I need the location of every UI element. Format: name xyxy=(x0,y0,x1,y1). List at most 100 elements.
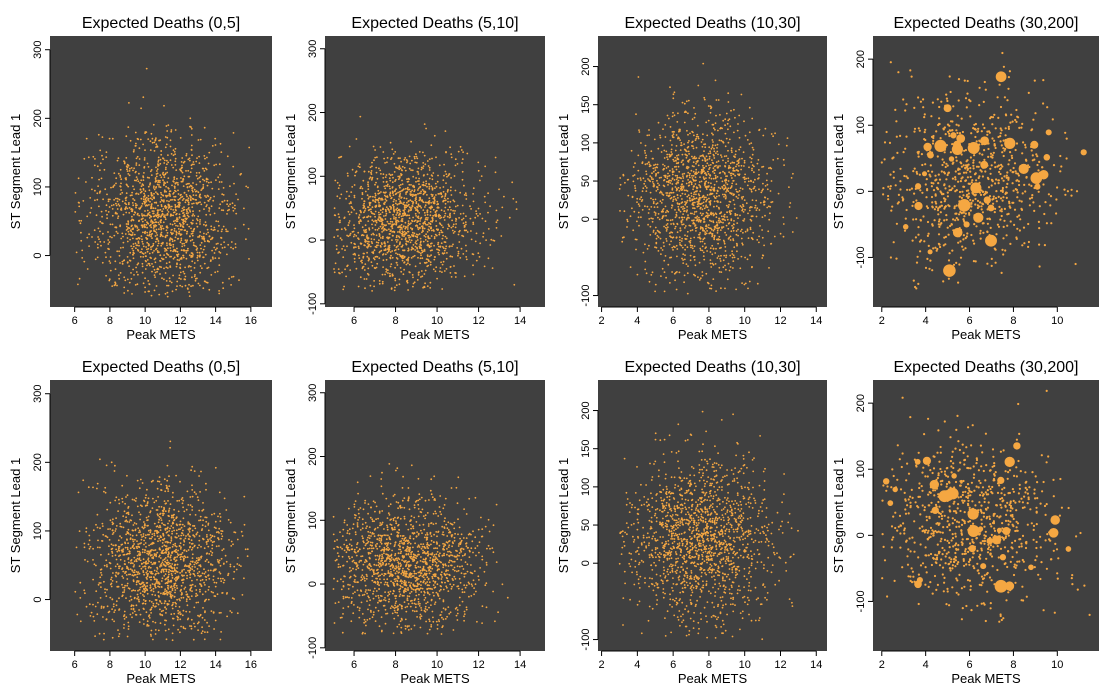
data-point xyxy=(664,255,667,257)
data-point xyxy=(761,257,764,259)
data-point xyxy=(693,107,695,109)
data-point xyxy=(185,241,188,244)
data-point xyxy=(397,245,399,247)
data-point xyxy=(749,206,752,208)
data-point xyxy=(740,164,743,167)
data-point xyxy=(694,216,697,219)
data-point xyxy=(783,164,785,167)
data-point xyxy=(429,249,432,252)
data-point xyxy=(428,246,431,249)
data-point xyxy=(706,230,708,232)
data-point xyxy=(117,215,120,218)
data-point xyxy=(939,137,942,140)
data-point xyxy=(172,274,175,277)
data-point xyxy=(735,165,737,168)
data-point xyxy=(671,246,674,249)
data-point xyxy=(702,62,705,65)
data-point xyxy=(426,218,429,221)
data-point xyxy=(174,147,177,150)
data-point xyxy=(374,201,377,204)
data-point xyxy=(424,236,427,238)
data-point xyxy=(663,259,666,262)
data-point xyxy=(162,258,165,260)
data-point xyxy=(88,233,90,236)
data-point xyxy=(788,186,790,189)
data-point xyxy=(401,218,403,221)
data-point xyxy=(405,240,408,243)
data-point xyxy=(167,177,170,180)
data-point xyxy=(719,171,722,174)
data-point xyxy=(998,83,1001,86)
data-point xyxy=(372,257,375,260)
data-point xyxy=(364,209,366,212)
y-tick-label: 200 xyxy=(855,50,867,68)
data-point xyxy=(377,189,380,192)
data-point xyxy=(105,151,108,154)
data-point xyxy=(86,215,89,218)
data-point xyxy=(743,178,746,181)
data-point xyxy=(969,209,972,212)
data-point xyxy=(188,225,191,228)
data-point xyxy=(147,198,150,201)
data-point xyxy=(144,286,147,289)
data-point xyxy=(147,243,150,245)
data-point xyxy=(99,220,102,223)
data-point xyxy=(174,219,177,222)
data-point xyxy=(191,276,193,279)
data-point xyxy=(463,229,466,232)
data-point xyxy=(371,206,374,209)
data-point xyxy=(175,233,178,236)
data-point xyxy=(680,177,682,180)
data-point xyxy=(357,231,360,234)
data-point xyxy=(428,200,431,202)
data-point xyxy=(670,180,673,182)
data-point xyxy=(215,163,218,166)
data-point xyxy=(713,147,715,150)
data-point xyxy=(693,207,696,210)
data-point xyxy=(344,228,347,231)
data-point xyxy=(734,116,736,119)
data-point xyxy=(439,270,441,273)
data-point xyxy=(394,151,397,153)
data-point xyxy=(185,170,187,172)
data-point xyxy=(135,142,137,145)
data-point xyxy=(172,166,175,169)
data-point xyxy=(184,217,187,220)
data-point xyxy=(401,234,404,237)
data-point xyxy=(407,259,409,262)
data-point xyxy=(421,257,424,260)
data-point xyxy=(392,230,395,233)
data-point xyxy=(768,218,771,221)
data-point xyxy=(204,195,206,197)
data-point xyxy=(134,284,137,286)
data-point xyxy=(375,171,378,174)
data-point xyxy=(683,143,685,146)
data-point xyxy=(917,226,920,229)
data-point xyxy=(435,194,437,196)
data-point xyxy=(105,209,107,212)
data-point xyxy=(477,252,480,255)
data-point xyxy=(205,233,208,236)
data-point xyxy=(465,223,467,226)
data-point xyxy=(195,174,198,177)
data-point xyxy=(384,187,387,190)
data-point xyxy=(462,222,465,225)
data-point xyxy=(212,258,214,260)
data-point xyxy=(192,230,195,233)
data-point xyxy=(672,191,675,194)
data-point xyxy=(382,229,385,232)
data-point xyxy=(354,243,356,246)
data-point xyxy=(763,244,765,247)
data-point xyxy=(163,199,165,202)
data-point xyxy=(164,218,167,221)
data-point xyxy=(444,206,447,209)
data-point xyxy=(372,252,375,255)
data-point xyxy=(144,132,147,135)
data-point xyxy=(678,209,680,212)
data-point xyxy=(655,241,658,244)
data-point xyxy=(695,146,698,149)
data-point xyxy=(400,196,403,199)
data-point xyxy=(699,207,702,210)
data-point xyxy=(149,264,151,267)
data-point xyxy=(644,260,647,263)
